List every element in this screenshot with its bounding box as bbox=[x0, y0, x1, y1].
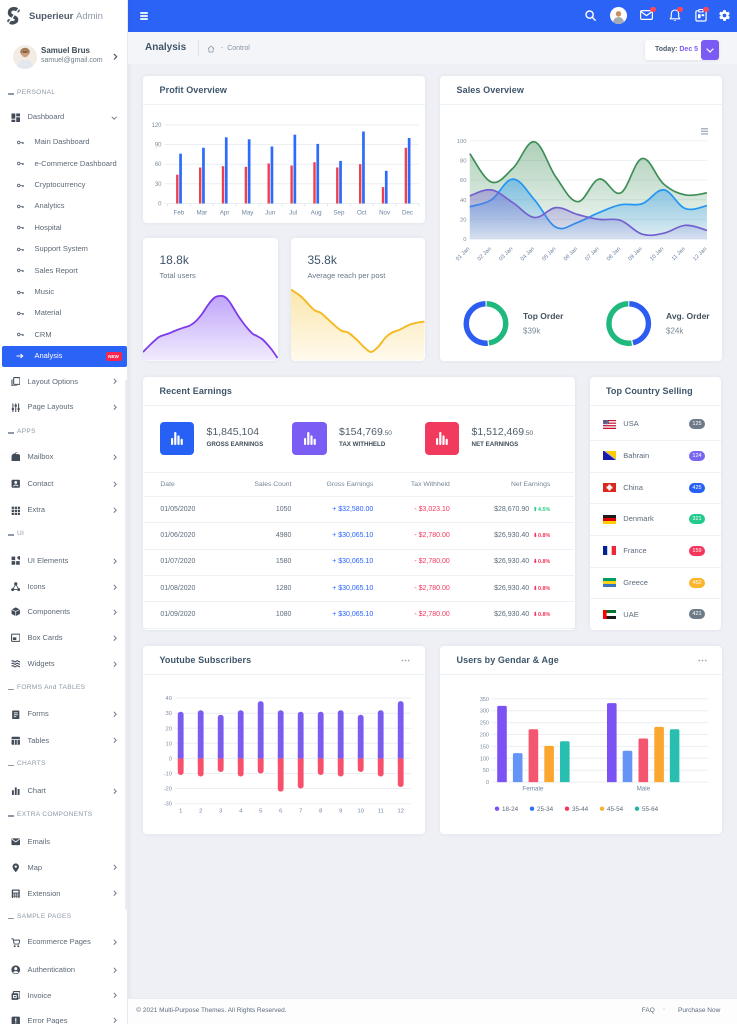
svg-text:200: 200 bbox=[480, 733, 489, 739]
svg-text:50: 50 bbox=[483, 768, 489, 774]
svg-text:250: 250 bbox=[480, 721, 489, 727]
svg-text:30: 30 bbox=[166, 711, 172, 717]
svg-text:3: 3 bbox=[219, 809, 222, 815]
svg-text:0: 0 bbox=[463, 237, 466, 243]
svg-text:Jun: Jun bbox=[265, 209, 276, 216]
svg-text:20: 20 bbox=[166, 726, 172, 732]
svg-text:Apr: Apr bbox=[220, 209, 230, 216]
svg-text:300: 300 bbox=[480, 709, 489, 715]
svg-text:Dec: Dec bbox=[402, 209, 413, 216]
svg-text:20: 20 bbox=[460, 217, 466, 223]
svg-text:7: 7 bbox=[299, 809, 302, 815]
svg-text:60: 60 bbox=[155, 162, 162, 168]
svg-text:2: 2 bbox=[199, 809, 202, 815]
svg-text:25-34: 25-34 bbox=[537, 806, 554, 813]
svg-text:Avg. Order: Avg. Order bbox=[666, 311, 710, 321]
svg-text:350: 350 bbox=[480, 697, 489, 703]
svg-text:-30: -30 bbox=[164, 802, 172, 808]
svg-text:11 Jan: 11 Jan bbox=[671, 246, 687, 262]
svg-text:18-24: 18-24 bbox=[502, 806, 519, 813]
svg-text:09 Jan: 09 Jan bbox=[627, 246, 643, 262]
svg-text:Sep: Sep bbox=[333, 209, 345, 216]
svg-text:May: May bbox=[242, 209, 255, 216]
svg-text:10: 10 bbox=[357, 809, 363, 815]
svg-text:100: 100 bbox=[480, 756, 489, 762]
svg-text:Top Order: Top Order bbox=[523, 311, 564, 321]
svg-text:03 Jan: 03 Jan bbox=[498, 246, 514, 262]
svg-text:10 Jan: 10 Jan bbox=[649, 246, 665, 262]
svg-text:05 Jan: 05 Jan bbox=[541, 246, 557, 262]
svg-text:Mar: Mar bbox=[196, 209, 207, 216]
svg-text:45-54: 45-54 bbox=[607, 806, 624, 813]
svg-text:90: 90 bbox=[155, 142, 162, 148]
svg-text:Male: Male bbox=[637, 785, 651, 792]
svg-text:1: 1 bbox=[179, 809, 182, 815]
svg-text:08 Jan: 08 Jan bbox=[606, 246, 622, 262]
svg-text:5: 5 bbox=[259, 809, 262, 815]
svg-text:01 Jan: 01 Jan bbox=[455, 246, 471, 262]
svg-text:12 Jan: 12 Jan bbox=[692, 246, 708, 262]
svg-text:Jul: Jul bbox=[289, 209, 297, 216]
svg-text:40: 40 bbox=[166, 696, 172, 702]
svg-text:55-64: 55-64 bbox=[642, 806, 659, 813]
svg-text:9: 9 bbox=[339, 809, 342, 815]
svg-text:8: 8 bbox=[319, 809, 322, 815]
svg-text:07 Jan: 07 Jan bbox=[584, 246, 600, 262]
svg-text:-20: -20 bbox=[164, 787, 172, 793]
svg-text:04 Jan: 04 Jan bbox=[520, 246, 536, 262]
svg-text:Oct: Oct bbox=[357, 209, 367, 216]
svg-text:11: 11 bbox=[378, 809, 384, 815]
svg-text:35-44: 35-44 bbox=[572, 806, 589, 813]
svg-text:120: 120 bbox=[151, 122, 162, 128]
svg-text:02 Jan: 02 Jan bbox=[477, 246, 493, 262]
svg-text:$24k: $24k bbox=[666, 326, 684, 335]
svg-text:Nov: Nov bbox=[379, 209, 391, 216]
svg-text:150: 150 bbox=[480, 744, 489, 750]
svg-text:$39k: $39k bbox=[523, 326, 541, 335]
svg-text:Female: Female bbox=[522, 785, 543, 792]
svg-text:80: 80 bbox=[460, 158, 466, 164]
svg-text:60: 60 bbox=[460, 178, 466, 184]
svg-text:0: 0 bbox=[158, 201, 162, 207]
svg-text:4: 4 bbox=[239, 809, 243, 815]
svg-text:10: 10 bbox=[166, 741, 172, 747]
svg-text:-10: -10 bbox=[164, 772, 172, 778]
svg-text:30: 30 bbox=[155, 181, 162, 187]
svg-text:100: 100 bbox=[457, 138, 467, 144]
svg-text:Aug: Aug bbox=[311, 209, 323, 216]
svg-text:0: 0 bbox=[486, 780, 489, 786]
svg-text:40: 40 bbox=[460, 197, 466, 203]
svg-text:0: 0 bbox=[169, 756, 172, 762]
svg-text:12: 12 bbox=[397, 809, 403, 815]
svg-text:06 Jan: 06 Jan bbox=[563, 246, 579, 262]
svg-text:Feb: Feb bbox=[174, 209, 185, 216]
svg-text:6: 6 bbox=[279, 809, 282, 815]
